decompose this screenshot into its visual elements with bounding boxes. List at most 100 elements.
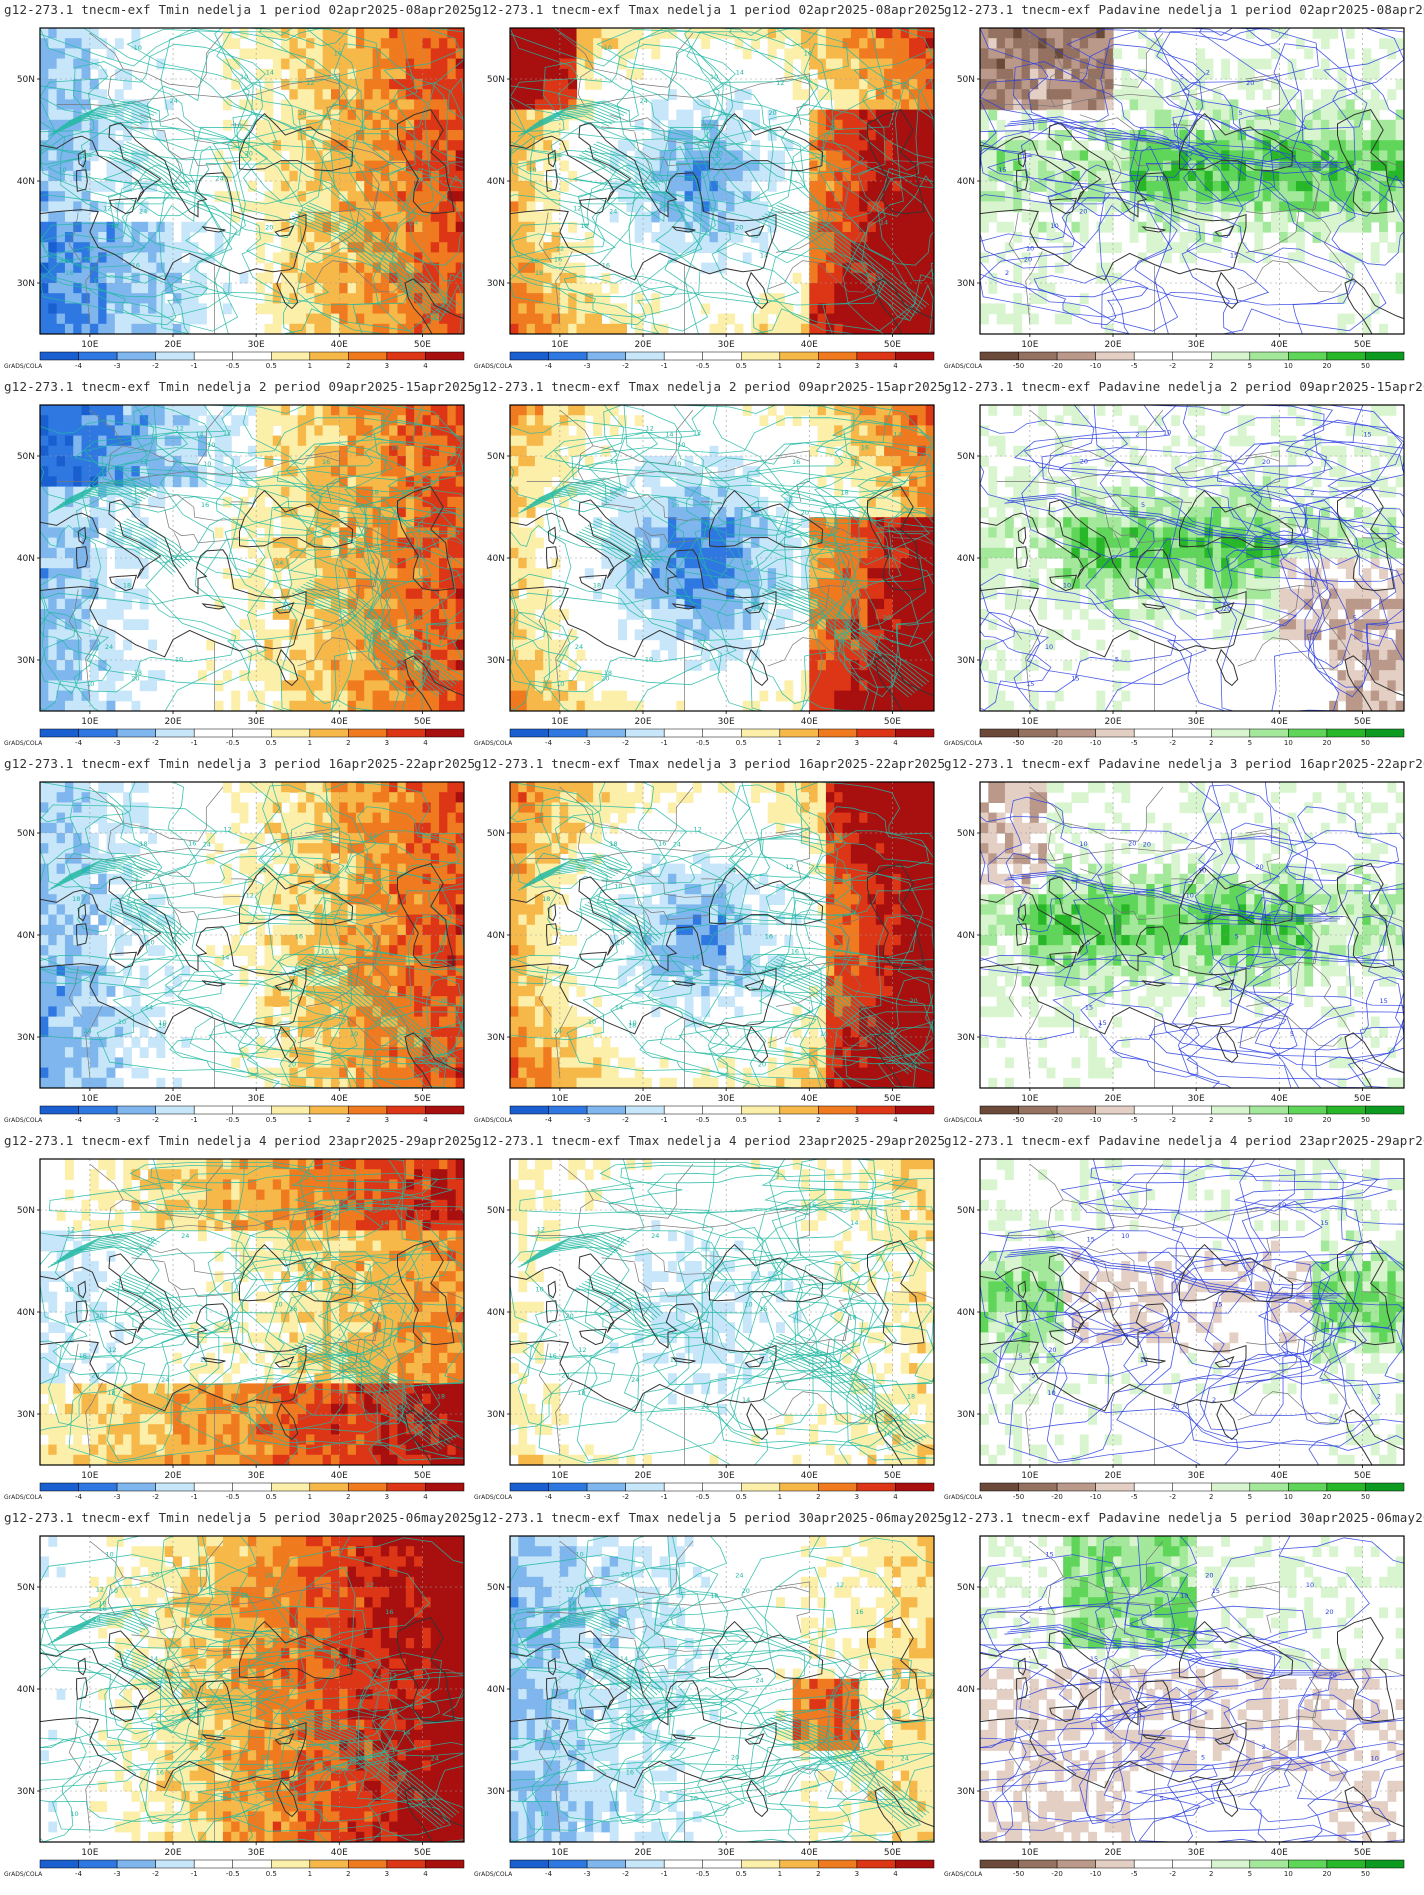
border-line xyxy=(305,1204,340,1256)
border-line xyxy=(609,491,714,521)
contour-line xyxy=(1004,874,1338,922)
contour-line xyxy=(310,419,464,522)
border-line xyxy=(767,1391,872,1424)
colorbar-swatch xyxy=(39,728,79,738)
contour-line xyxy=(575,533,643,575)
lon-tick-label: 50E xyxy=(414,1848,431,1858)
contour-line xyxy=(1231,835,1404,917)
contour-line xyxy=(292,1692,464,1810)
border-line xyxy=(1362,160,1404,169)
contour-line xyxy=(1023,405,1376,499)
contour-line xyxy=(523,488,616,510)
colorbar-tick-label: 1 xyxy=(778,362,782,370)
contour-line xyxy=(510,1737,721,1791)
contour-line xyxy=(59,484,152,506)
border-line xyxy=(56,455,340,484)
contour-line xyxy=(56,1617,149,1639)
contour-line xyxy=(319,43,464,220)
border-line xyxy=(1245,450,1280,502)
colorbar: -4 -3 -2 -1 -0.5 0.5 1 2 3 4 xyxy=(509,351,935,370)
coastline xyxy=(40,499,307,658)
colorbar-tick-label: -0.5 xyxy=(226,1116,240,1124)
contour-line xyxy=(1007,1249,1340,1297)
contour-line xyxy=(1004,497,1338,545)
contour-line xyxy=(522,1680,782,1831)
contour-line xyxy=(758,991,934,1051)
coastline xyxy=(1179,1620,1294,1680)
lon-tick-label: 40E xyxy=(331,1094,348,1104)
contour-label: 20 xyxy=(439,997,447,1005)
colorbar-tick-label: -4 xyxy=(75,1493,83,1501)
coastline xyxy=(510,122,777,281)
lat-tick-label: 40N xyxy=(17,177,35,187)
lon-tick-label: 40E xyxy=(801,340,818,350)
contour-line xyxy=(616,46,724,236)
coastline xyxy=(201,980,226,987)
contour-line xyxy=(748,1228,934,1461)
contour-line xyxy=(779,956,930,1060)
coastline xyxy=(510,499,777,658)
contour-line xyxy=(237,954,360,1088)
contour-line xyxy=(980,197,1179,332)
contour-line xyxy=(535,856,627,878)
contour-label: 12 xyxy=(859,1671,867,1679)
colorbar-swatch xyxy=(1249,1482,1289,1492)
contour-line xyxy=(140,956,464,1088)
border-line xyxy=(767,637,872,670)
colorbar-tick-label: -1 xyxy=(191,362,198,370)
contour-label: 2 xyxy=(1342,1729,1346,1737)
contour-line xyxy=(740,1760,878,1842)
contour-line xyxy=(535,102,627,124)
colorbar-tick-label: 50 xyxy=(1361,739,1370,747)
contour-line xyxy=(510,184,886,318)
contour-line xyxy=(764,967,915,1071)
contour-label: 18 xyxy=(792,1743,800,1751)
contour-line xyxy=(764,590,915,694)
contour-line xyxy=(65,1233,157,1255)
contour-line xyxy=(92,1289,220,1461)
coastline xyxy=(1216,648,1239,687)
colorbar-tick-label: 10 xyxy=(1284,739,1293,747)
border-line xyxy=(164,1262,240,1298)
coastline xyxy=(744,1356,765,1368)
contour-line xyxy=(1020,30,1244,238)
coastline xyxy=(1016,546,1028,569)
coastline xyxy=(1216,1025,1239,1064)
contour-label: 10 xyxy=(159,1019,167,1027)
contour-line xyxy=(639,1650,934,1773)
contour-line xyxy=(1327,166,1404,266)
contour-label: 12 xyxy=(96,1586,104,1594)
contour-line xyxy=(1014,405,1404,484)
lat-tick-label: 30N xyxy=(957,656,975,666)
contour-label: 10 xyxy=(66,1285,74,1293)
lon-tick-label: 30E xyxy=(718,1094,735,1104)
contour-label: 16 xyxy=(568,1605,576,1613)
colorbar-swatch xyxy=(309,351,349,361)
contour-label: 12 xyxy=(610,458,618,466)
contour-line xyxy=(40,197,330,305)
border-line xyxy=(538,212,552,263)
border-line xyxy=(164,508,240,544)
contour-line xyxy=(510,611,571,711)
contour-label: 16 xyxy=(391,443,399,451)
coastline xyxy=(239,1243,354,1303)
colorbar-swatch xyxy=(856,1105,896,1115)
border-line xyxy=(339,1652,411,1674)
contour-line xyxy=(590,1172,909,1239)
lon-tick-label: 20E xyxy=(1104,1848,1121,1858)
contour-line xyxy=(522,1310,659,1360)
contour-line xyxy=(120,1172,439,1239)
border-line xyxy=(775,1670,866,1722)
contour-line xyxy=(587,1278,655,1321)
border-line xyxy=(842,184,881,279)
contour-line xyxy=(510,28,849,152)
contour-line xyxy=(300,209,451,312)
contour-line xyxy=(123,1274,191,1317)
contour-label: 5 xyxy=(1235,932,1239,940)
border-line xyxy=(214,265,215,334)
contour-label: 16 xyxy=(658,840,666,848)
coastline xyxy=(404,1786,464,1842)
border-line xyxy=(305,1581,340,1633)
contour-line xyxy=(359,1669,441,1720)
colorbar-tick-label: -0.5 xyxy=(226,362,240,370)
